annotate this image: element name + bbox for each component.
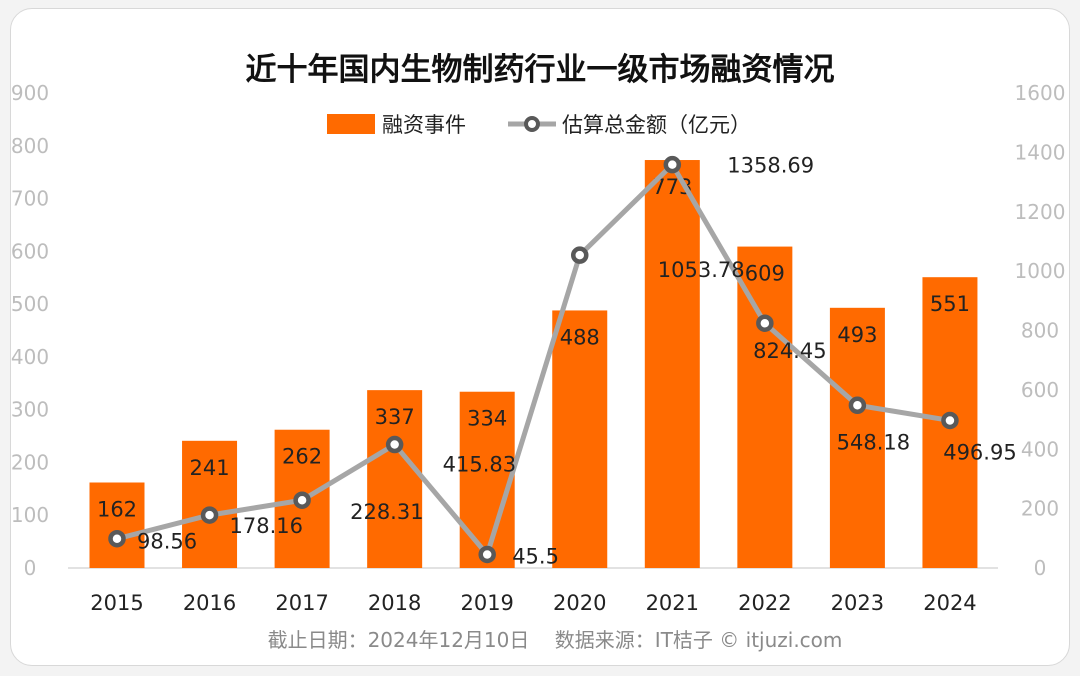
x-axis-tick: 2017 (275, 591, 328, 615)
right-axis-tick: 1000 (1015, 259, 1066, 283)
bar-label: 609 (745, 262, 785, 286)
right-axis-tick: 600 (1021, 378, 1059, 402)
left-axis-tick: 200 (11, 450, 49, 474)
bar-label: 488 (560, 325, 600, 349)
legend-bar-label: 融资事件 (382, 113, 466, 137)
right-axis-tick: 0 (1034, 556, 1047, 580)
x-axis-tick: 2018 (368, 591, 421, 615)
left-axis-tick: 300 (11, 398, 49, 422)
bar (737, 246, 793, 569)
line-label: 178.16 (230, 514, 303, 538)
bar-label: 241 (190, 456, 230, 480)
right-axis-tick: 1400 (1015, 140, 1066, 164)
line-label: 496.95 (943, 440, 1016, 464)
line-label: 824.45 (753, 339, 826, 363)
x-axis-tick: 2020 (553, 591, 606, 615)
bar (182, 440, 238, 568)
bar (552, 310, 608, 568)
line-marker (663, 155, 682, 174)
line-marker (571, 246, 589, 264)
x-axis-tick: 2021 (646, 591, 699, 615)
footer-source: 截止日期：2024年12月10日 数据来源：IT桔子 © itjuzi.com (268, 628, 843, 652)
x-axis-tick: 2023 (831, 591, 884, 615)
line-label: 548.18 (837, 430, 910, 454)
line-label: 415.83 (443, 453, 516, 477)
bar (367, 390, 423, 568)
x-axis-tick: 2024 (923, 591, 976, 615)
left-axis-tick: 400 (11, 345, 49, 369)
x-axis-tick: 2015 (90, 591, 143, 615)
right-axis-tick: 1600 (1015, 81, 1066, 105)
legend-line-marker (524, 116, 540, 132)
left-axis-tick: 800 (11, 134, 49, 158)
right-axis-tick: 400 (1021, 437, 1059, 461)
left-axis-tick: 700 (11, 187, 49, 211)
right-axis-tick: 1200 (1015, 200, 1066, 224)
bar (459, 391, 515, 568)
bar-label: 337 (375, 405, 415, 429)
bar (89, 482, 145, 568)
left-axis-tick: 600 (11, 239, 49, 263)
line-label: 228.31 (350, 500, 423, 524)
line-marker (385, 435, 404, 454)
bar (829, 307, 885, 568)
left-axis-tick: 500 (11, 292, 49, 316)
line-marker (108, 529, 126, 548)
bar (644, 160, 700, 568)
x-axis-tick: 2019 (460, 591, 513, 615)
line-series (116, 162, 951, 557)
left-axis-tick: 0 (24, 556, 37, 580)
line-marker (293, 491, 311, 509)
line-marker (941, 411, 959, 430)
line-label: 1053.78 (658, 258, 745, 282)
line-label: 1358.69 (727, 154, 814, 178)
x-axis-tick: 2016 (183, 591, 236, 615)
chart-title: 近十年国内生物制药行业一级市场融资情况 (246, 52, 835, 88)
line-marker (478, 545, 496, 564)
right-axis-tick: 800 (1021, 319, 1059, 343)
bar-label: 334 (467, 407, 507, 431)
legend-bar-swatch (327, 114, 375, 134)
right-axis-tick: 200 (1021, 497, 1059, 521)
left-axis-tick: 900 (11, 81, 49, 105)
bar-label: 493 (837, 323, 877, 347)
bar-label: 551 (930, 292, 970, 316)
line-marker (756, 314, 774, 332)
legend-line-label: 估算总金额（亿元） (562, 113, 751, 137)
line-label: 45.5 (512, 544, 559, 568)
bar-label: 262 (282, 445, 322, 469)
left-axis-tick: 100 (11, 503, 49, 527)
line-marker (200, 506, 219, 524)
line-marker (848, 396, 867, 415)
bar-label: 162 (97, 498, 137, 522)
x-axis-tick: 2022 (738, 591, 791, 615)
line-label: 98.56 (137, 530, 197, 554)
